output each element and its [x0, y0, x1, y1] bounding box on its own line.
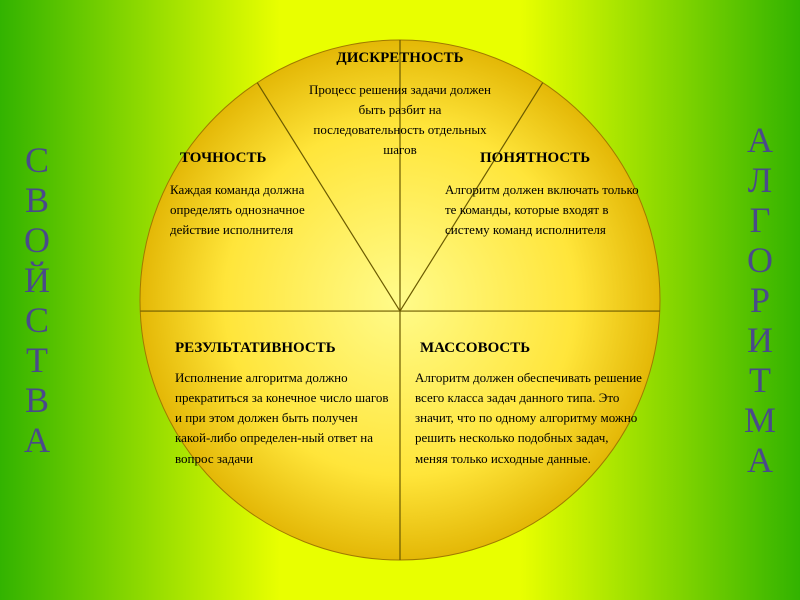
- segment-desc-top-right: Алгоритм должен включать только те коман…: [445, 180, 640, 240]
- vertical-letter: Л: [748, 162, 772, 198]
- vertical-letter: Р: [750, 282, 770, 318]
- vertical-letter: В: [25, 382, 49, 418]
- vertical-letter: О: [747, 242, 773, 278]
- segment-title-top-right: ПОНЯТНОСТЬ: [480, 150, 630, 167]
- vertical-letter: А: [747, 442, 773, 478]
- right-vertical-word: АЛГОРИТМА: [744, 0, 776, 600]
- vertical-letter: А: [747, 122, 773, 158]
- vertical-letter: С: [25, 302, 49, 338]
- vertical-letter: О: [24, 222, 50, 258]
- vertical-letter: С: [25, 142, 49, 178]
- segment-title-top-center: ДИСКРЕТНОСТЬ: [310, 50, 490, 67]
- vertical-letter: Г: [750, 202, 771, 238]
- segment-title-bottom-right: МАССОВОСТЬ: [420, 340, 620, 357]
- vertical-letter: Т: [26, 342, 48, 378]
- vertical-letter: А: [24, 422, 50, 458]
- segment-desc-top-center: Процесс решения задачи должен быть разби…: [305, 80, 495, 161]
- vertical-letter: В: [25, 182, 49, 218]
- vertical-letter: Т: [749, 362, 771, 398]
- vertical-letter: М: [744, 402, 776, 438]
- segment-desc-bottom-right: Алгоритм должен обеспечивать решение все…: [415, 368, 645, 469]
- segment-title-bottom-left: РЕЗУЛЬТАТИВНОСТЬ: [175, 340, 395, 357]
- segment-title-top-left: ТОЧНОСТЬ: [180, 150, 310, 167]
- left-vertical-word: СВОЙСТВА: [24, 0, 50, 600]
- segment-desc-top-left: Каждая команда должна определять однозна…: [170, 180, 330, 240]
- vertical-letter: И: [747, 322, 773, 358]
- vertical-letter: Й: [24, 262, 50, 298]
- segment-desc-bottom-left: Исполнение алгоритма должно прекратиться…: [175, 368, 390, 469]
